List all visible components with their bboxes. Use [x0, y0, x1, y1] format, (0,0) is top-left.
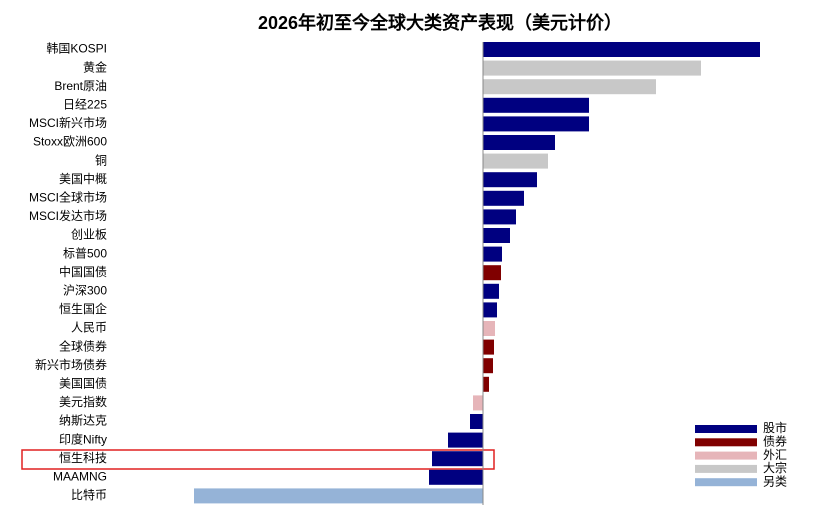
y-tick-label: 美国国债	[59, 376, 107, 390]
bar	[432, 451, 483, 467]
bar	[483, 116, 589, 132]
y-tick-label: 黄金	[83, 59, 107, 74]
y-tick-label: 创业板	[71, 228, 107, 242]
y-tick-label: 纳斯达克	[59, 414, 107, 428]
legend-label: 另类	[763, 474, 787, 488]
bar	[483, 246, 502, 262]
bar	[194, 488, 483, 504]
y-tick-label: Brent原油	[54, 79, 107, 93]
bar	[483, 209, 516, 225]
bar	[483, 283, 499, 299]
y-tick-label: 恒生科技	[59, 451, 107, 465]
bar	[483, 135, 555, 150]
y-tick-label: 美元指数	[59, 394, 107, 409]
bar	[483, 172, 537, 188]
y-tick-label: 人民币	[71, 321, 107, 335]
y-tick-label: MSCI新兴市场	[29, 115, 107, 130]
legend-swatch	[695, 425, 757, 433]
y-tick-label: 标普500	[63, 246, 107, 260]
y-tick-label: 印度Nifty	[59, 431, 107, 446]
bar	[448, 432, 483, 448]
bar	[429, 469, 483, 485]
legend-swatch	[695, 464, 757, 473]
legend-label: 债券	[763, 433, 787, 448]
legend-swatch	[695, 451, 757, 460]
bar	[483, 228, 510, 243]
y-tick-label: 全球债券	[59, 338, 107, 353]
y-tick-label: Stoxx欧洲600	[33, 135, 107, 149]
legend-label: 股市	[763, 420, 787, 435]
y-tick-label: 铜	[95, 152, 107, 167]
legend-swatch	[695, 478, 757, 487]
bar	[483, 60, 701, 76]
legend-label: 大宗	[763, 460, 787, 475]
bar	[483, 376, 489, 392]
bar	[483, 358, 493, 374]
bar	[483, 321, 495, 336]
y-tick-label: 新兴市场债券	[35, 357, 107, 372]
y-tick-label: 韩国KOSPI	[46, 41, 107, 56]
y-tick-label: MAAMNG	[53, 469, 107, 483]
bar	[483, 339, 494, 355]
y-tick-label: 沪深300	[63, 283, 107, 297]
y-tick-label: MSCI全球市场	[29, 189, 107, 204]
y-tick-label: 恒生国企	[59, 301, 107, 316]
legend-label: 外汇	[763, 448, 787, 462]
bar	[483, 302, 497, 318]
bar	[483, 153, 548, 169]
bar	[483, 97, 589, 113]
y-tick-label: 美国中概	[59, 171, 107, 186]
chart-title: 2026年初至今全球大类资产表现（美元计价）	[258, 12, 622, 33]
legend-swatch	[695, 438, 757, 447]
y-tick-label: 比特币	[71, 487, 107, 502]
bar	[483, 265, 501, 281]
y-tick-label: MSCI发达市场	[29, 208, 107, 223]
y-tick-label: 日经225	[63, 97, 107, 111]
highlight-box	[21, 449, 495, 470]
bar	[470, 414, 483, 429]
bar	[483, 190, 524, 206]
bar	[473, 395, 483, 411]
bar	[483, 79, 656, 95]
y-tick-label: 中国国债	[59, 264, 107, 279]
bar	[483, 42, 760, 57]
